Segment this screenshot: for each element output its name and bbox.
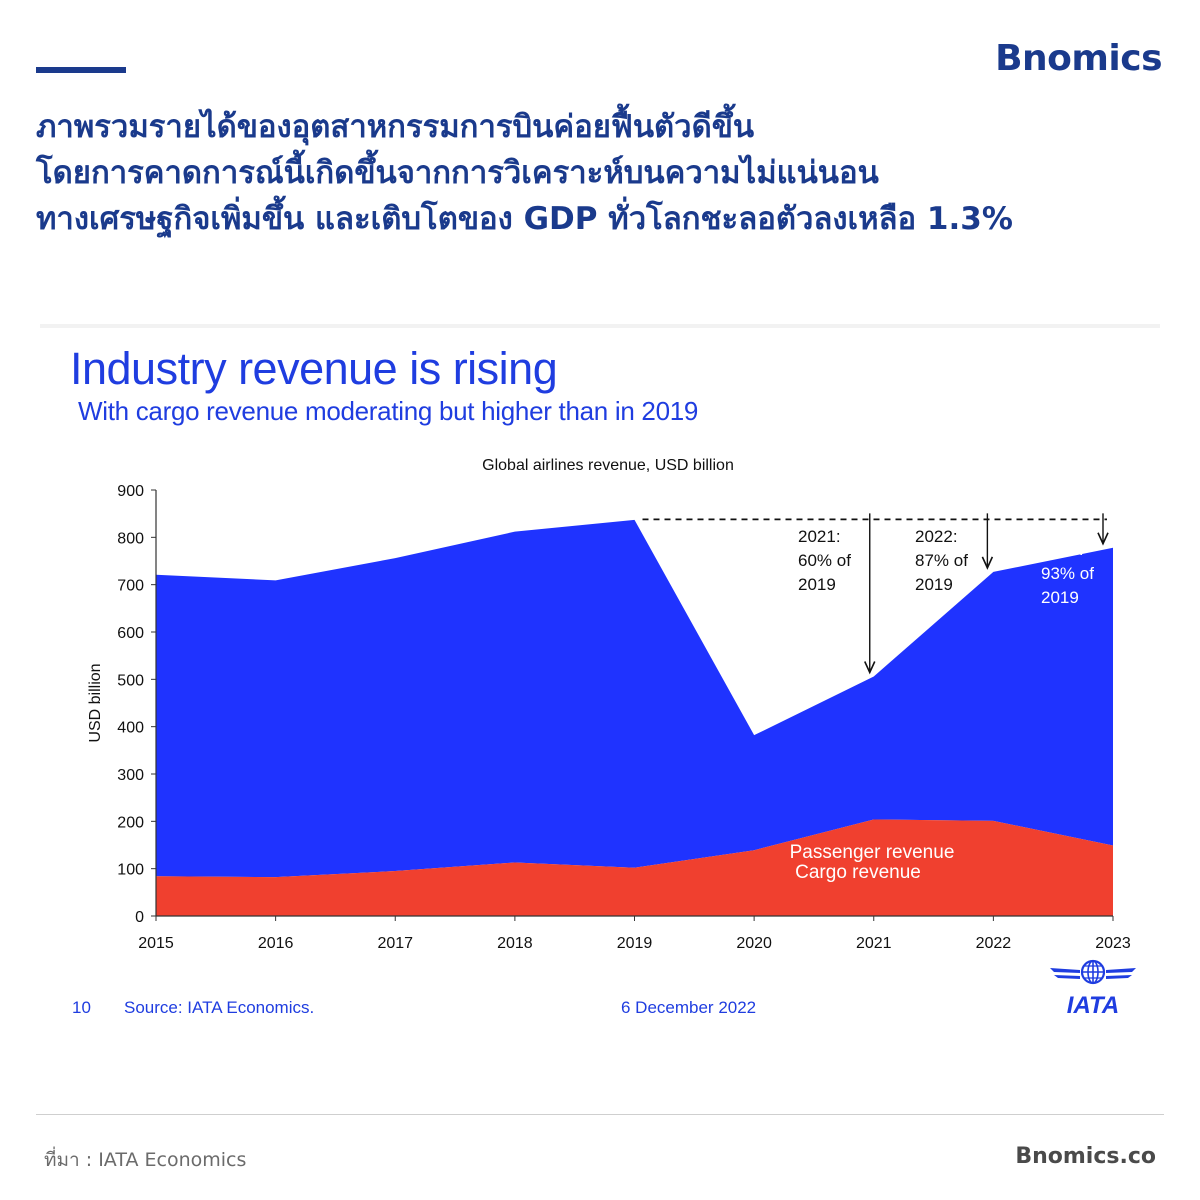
bottom-rule	[36, 1114, 1164, 1115]
slide-subtitle: With cargo revenue moderating but higher…	[78, 396, 699, 426]
y-tick-label-800: 800	[117, 530, 144, 547]
annotation-label-2023-3: 2019	[1041, 588, 1079, 607]
passenger-revenue-label: Passenger revenue	[790, 842, 955, 863]
slide-date: 6 December 2022	[621, 998, 757, 1017]
cargo-revenue-label: Cargo revenue	[795, 862, 921, 883]
y-tick-label-600: 600	[117, 625, 144, 642]
annotation-label-2021-3: 2019	[798, 575, 836, 594]
headline-line-2: โดยการคาดการณ์นี้เกิดขึ้นจากการวิเคราะห์…	[36, 155, 879, 191]
slide-source: Source: IATA Economics.	[124, 998, 315, 1017]
y-tick-label-400: 400	[117, 720, 144, 737]
y-tick-label-300: 300	[117, 767, 144, 784]
headline-line-3: ทางเศรษฐกิจเพิ่มขึ้น และเติบโตของ GDP ทั…	[36, 201, 1013, 237]
website-link[interactable]: Bnomics.co	[1015, 1144, 1156, 1169]
x-tick-label-2015: 2015	[138, 935, 174, 952]
x-tick-label-2017: 2017	[377, 935, 413, 952]
passenger-revenue-area	[156, 519, 1113, 878]
slide-page-number: 10	[72, 998, 91, 1017]
slide-divider	[40, 324, 1160, 328]
slide-title: Industry revenue is rising	[70, 343, 558, 394]
y-tick-label-200: 200	[117, 814, 144, 831]
y-tick-label-0: 0	[135, 909, 144, 926]
revenue-chart: 0 100 200 300 400 500 600 700 800 900 2015 2016 2017…	[87, 457, 1131, 952]
accent-line	[36, 67, 126, 73]
y-axis-title: USD billion	[87, 663, 104, 742]
x-tick-label-2023: 2023	[1095, 935, 1131, 952]
globe-icon	[1080, 959, 1106, 985]
iata-logo-text: IATA	[1067, 992, 1119, 1019]
annotation-label-2021-2: 60% of	[798, 551, 851, 570]
y-tick-label-500: 500	[117, 672, 144, 689]
headline-line-1: ภาพรวมรายได้ของอุตสาหกรรมการบินค่อยฟื้นต…	[36, 109, 755, 145]
x-tick-label-2018: 2018	[497, 935, 533, 952]
x-tick-label-2022: 2022	[976, 935, 1012, 952]
annotation-arrowhead-2023	[1097, 532, 1109, 546]
cargo-revenue-area	[156, 819, 1113, 916]
y-tick-label-900: 900	[117, 483, 144, 500]
x-tick-label-2019: 2019	[617, 935, 653, 952]
wing-icon	[1050, 968, 1136, 979]
annotation-label-2021-1: 2021:	[798, 527, 841, 546]
iata-logo: IATA	[1050, 959, 1136, 1019]
annotation-label-2022-3: 2019	[915, 575, 953, 594]
brand-logo: Bnomics	[995, 38, 1162, 79]
source-credit: ที่มา : IATA Economics	[44, 1149, 247, 1171]
chart-title: Global airlines revenue, USD billion	[482, 457, 734, 474]
annotation-label-2022-2: 87% of	[915, 551, 968, 570]
annotation-label-2023-2: 93% of	[1041, 564, 1094, 583]
annotation-arrowhead-2022	[981, 556, 994, 570]
annotation-arrowhead-2021	[864, 661, 876, 675]
x-tick-label-2020: 2020	[736, 935, 772, 952]
x-tick-label-2021: 2021	[856, 935, 892, 952]
annotation-label-2023-1: 2023:	[1041, 540, 1084, 559]
x-tick-label-2016: 2016	[258, 935, 294, 952]
y-tick-label-100: 100	[117, 862, 144, 879]
annotation-label-2022-1: 2022:	[915, 527, 958, 546]
headline: ภาพรวมรายได้ของอุตสาหกรรมการบินค่อยฟื้นต…	[36, 104, 1176, 242]
y-tick-label-700: 700	[117, 578, 144, 595]
